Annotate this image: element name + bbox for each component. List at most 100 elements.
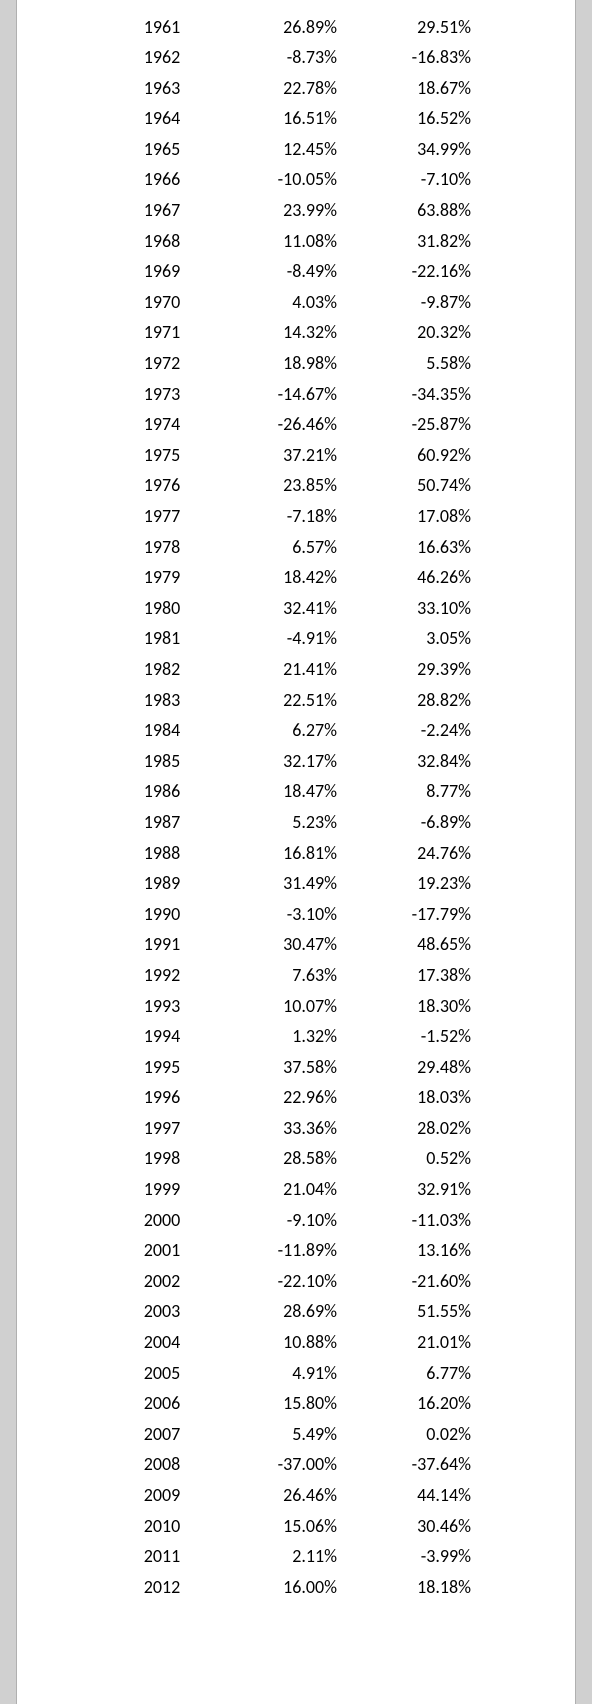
table-row: 2000-9.10%-11.03%: [107, 1205, 485, 1236]
pct2-cell: 29.48%: [351, 1052, 485, 1083]
table-row: 19875.23%-6.89%: [107, 807, 485, 838]
pct1-cell: 23.99%: [217, 196, 351, 227]
pct1-cell: 32.41%: [217, 593, 351, 624]
table-row: 198032.41%33.10%: [107, 593, 485, 624]
pct1-cell: 21.04%: [217, 1175, 351, 1206]
year-cell: 2007: [107, 1419, 217, 1450]
year-cell: 1973: [107, 379, 217, 410]
year-cell: 1979: [107, 563, 217, 594]
document-page: 196126.89%29.51%1962-8.73%-16.83%196322.…: [16, 0, 576, 1704]
year-cell: 1986: [107, 777, 217, 808]
table-row: 198532.17%32.84%: [107, 746, 485, 777]
table-row: 20112.11%-3.99%: [107, 1542, 485, 1573]
year-cell: 1978: [107, 532, 217, 563]
table-row: 1962-8.73%-16.83%: [107, 43, 485, 74]
table-row: 199921.04%32.91%: [107, 1175, 485, 1206]
table-row: 19941.32%-1.52%: [107, 1022, 485, 1053]
pct1-cell: -37.00%: [217, 1450, 351, 1481]
table-row: 198816.81%24.76%: [107, 838, 485, 869]
table-row: 19786.57%16.63%: [107, 532, 485, 563]
pct2-cell: 28.02%: [351, 1113, 485, 1144]
returns-table-body: 196126.89%29.51%1962-8.73%-16.83%196322.…: [107, 12, 485, 1603]
pct1-cell: 23.85%: [217, 471, 351, 502]
year-cell: 1991: [107, 930, 217, 961]
year-cell: 2002: [107, 1266, 217, 1297]
pct2-cell: 18.30%: [351, 991, 485, 1022]
year-cell: 1977: [107, 502, 217, 533]
year-cell: 2003: [107, 1297, 217, 1328]
pct2-cell: -25.87%: [351, 410, 485, 441]
table-row: 2008-37.00%-37.64%: [107, 1450, 485, 1481]
pct2-cell: 48.65%: [351, 930, 485, 961]
pct2-cell: 16.52%: [351, 104, 485, 135]
pct1-cell: 15.80%: [217, 1389, 351, 1420]
table-row: 200328.69%51.55%: [107, 1297, 485, 1328]
year-cell: 1967: [107, 196, 217, 227]
year-cell: 1982: [107, 654, 217, 685]
year-cell: 2001: [107, 1236, 217, 1267]
table-row: 197537.21%60.92%: [107, 440, 485, 471]
year-cell: 1995: [107, 1052, 217, 1083]
pct1-cell: 14.32%: [217, 318, 351, 349]
pct1-cell: -9.10%: [217, 1205, 351, 1236]
pct2-cell: 17.08%: [351, 502, 485, 533]
year-cell: 1968: [107, 226, 217, 257]
year-cell: 1971: [107, 318, 217, 349]
table-row: 199130.47%48.65%: [107, 930, 485, 961]
pct1-cell: 1.32%: [217, 1022, 351, 1053]
year-cell: 1966: [107, 165, 217, 196]
pct2-cell: 51.55%: [351, 1297, 485, 1328]
table-row: 198618.47%8.77%: [107, 777, 485, 808]
pct1-cell: 16.00%: [217, 1572, 351, 1603]
pct1-cell: 11.08%: [217, 226, 351, 257]
pct2-cell: -22.16%: [351, 257, 485, 288]
pct1-cell: 31.49%: [217, 869, 351, 900]
pct2-cell: 63.88%: [351, 196, 485, 227]
pct2-cell: 16.20%: [351, 1389, 485, 1420]
year-cell: 2008: [107, 1450, 217, 1481]
pct2-cell: 0.02%: [351, 1419, 485, 1450]
table-row: 20054.91%6.77%: [107, 1358, 485, 1389]
year-cell: 1962: [107, 43, 217, 74]
pct1-cell: 12.45%: [217, 134, 351, 165]
year-cell: 2012: [107, 1572, 217, 1603]
pct2-cell: 18.67%: [351, 73, 485, 104]
year-cell: 2004: [107, 1328, 217, 1359]
pct2-cell: -6.89%: [351, 807, 485, 838]
year-cell: 1988: [107, 838, 217, 869]
year-cell: 1970: [107, 287, 217, 318]
table-row: 201216.00%18.18%: [107, 1572, 485, 1603]
pct1-cell: -3.10%: [217, 899, 351, 930]
pct2-cell: 50.74%: [351, 471, 485, 502]
year-cell: 1983: [107, 685, 217, 716]
pct1-cell: 30.47%: [217, 930, 351, 961]
pct1-cell: -22.10%: [217, 1266, 351, 1297]
table-row: 1966-10.05%-7.10%: [107, 165, 485, 196]
table-row: 196416.51%16.52%: [107, 104, 485, 135]
pct2-cell: 20.32%: [351, 318, 485, 349]
pct2-cell: 17.38%: [351, 960, 485, 991]
year-cell: 2009: [107, 1481, 217, 1512]
pct2-cell: 21.01%: [351, 1328, 485, 1359]
year-cell: 2000: [107, 1205, 217, 1236]
pct2-cell: 13.16%: [351, 1236, 485, 1267]
pct2-cell: 28.82%: [351, 685, 485, 716]
table-row: 2002-22.10%-21.60%: [107, 1266, 485, 1297]
table-row: 197918.42%46.26%: [107, 563, 485, 594]
pct1-cell: -8.49%: [217, 257, 351, 288]
pct1-cell: -10.05%: [217, 165, 351, 196]
year-cell: 1975: [107, 440, 217, 471]
year-cell: 1998: [107, 1144, 217, 1175]
year-cell: 1990: [107, 899, 217, 930]
pct1-cell: 18.98%: [217, 349, 351, 380]
pct1-cell: -7.18%: [217, 502, 351, 533]
pct2-cell: 30.46%: [351, 1511, 485, 1542]
year-cell: 1985: [107, 746, 217, 777]
pct1-cell: 15.06%: [217, 1511, 351, 1542]
pct2-cell: -21.60%: [351, 1266, 485, 1297]
pct2-cell: 34.99%: [351, 134, 485, 165]
year-cell: 2005: [107, 1358, 217, 1389]
table-row: 197623.85%50.74%: [107, 471, 485, 502]
pct2-cell: -9.87%: [351, 287, 485, 318]
pct1-cell: 26.46%: [217, 1481, 351, 1512]
